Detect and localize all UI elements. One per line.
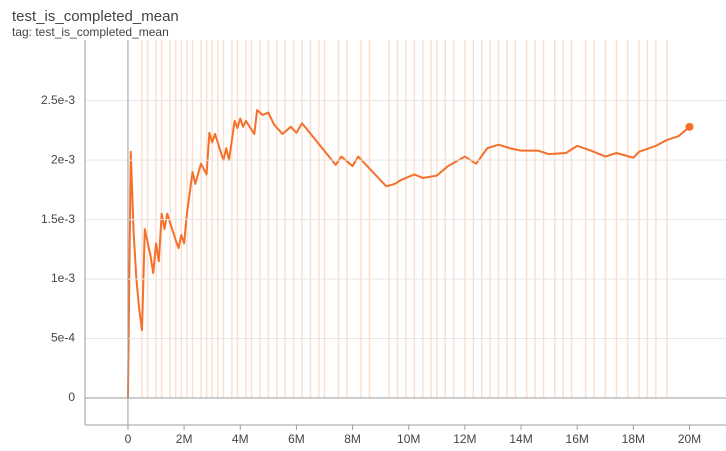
x-tick-label: 2M bbox=[176, 432, 193, 446]
x-tick-label: 4M bbox=[232, 432, 249, 446]
x-tick-label: 10M bbox=[397, 432, 420, 446]
x-tick-label: 6M bbox=[288, 432, 305, 446]
x-tick-label: 16M bbox=[566, 432, 589, 446]
x-tick-label: 18M bbox=[622, 432, 645, 446]
x-tick-label: 0 bbox=[125, 432, 132, 446]
x-tick-label: 14M bbox=[509, 432, 532, 446]
smoothed-line bbox=[126, 109, 691, 399]
x-tick-label: 12M bbox=[453, 432, 476, 446]
y-tick-label: 1e-3 bbox=[51, 271, 75, 285]
y-tick-label: 2e-3 bbox=[51, 152, 75, 166]
chart-title: test_is_completed_mean bbox=[12, 8, 179, 25]
y-tick-label: 0 bbox=[68, 390, 75, 404]
plot-area bbox=[126, 40, 694, 399]
y-tick-label: 5e-4 bbox=[51, 331, 75, 345]
chart-subtitle: tag: test_is_completed_mean bbox=[12, 25, 169, 39]
y-tick-label: 1.5e-3 bbox=[41, 212, 75, 226]
last-point bbox=[685, 122, 694, 131]
y-tick-label: 2.5e-3 bbox=[41, 93, 75, 107]
x-tick-label: 8M bbox=[344, 432, 361, 446]
x-tick-label: 20M bbox=[678, 432, 701, 446]
